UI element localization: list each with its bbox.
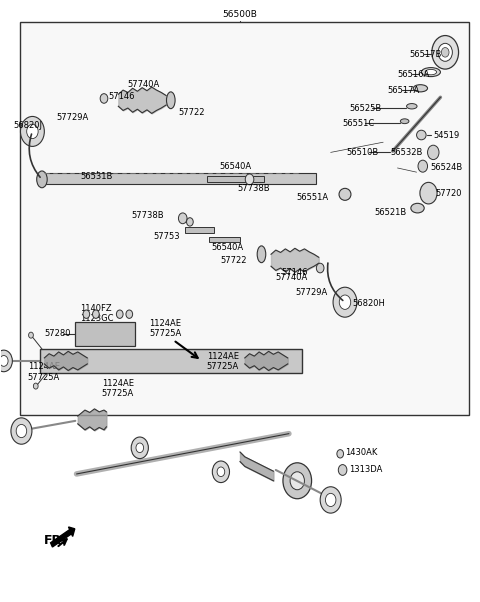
Text: 1430AK: 1430AK [345, 448, 377, 457]
Text: 57725A: 57725A [149, 329, 181, 338]
Circle shape [0, 356, 8, 366]
Text: 1124AE: 1124AE [149, 319, 181, 328]
Ellipse shape [417, 130, 426, 140]
Circle shape [337, 450, 344, 458]
Text: 56531B: 56531B [81, 172, 113, 181]
FancyArrow shape [50, 527, 75, 547]
Circle shape [420, 182, 437, 204]
Circle shape [290, 472, 304, 490]
Text: 1123GC: 1123GC [80, 314, 114, 323]
Circle shape [442, 48, 449, 57]
Circle shape [179, 213, 187, 224]
Circle shape [34, 383, 38, 389]
Text: FR.: FR. [44, 534, 68, 547]
Circle shape [27, 124, 38, 138]
Text: 57729A: 57729A [56, 113, 88, 122]
Text: 57725A: 57725A [102, 389, 134, 398]
Circle shape [432, 36, 458, 69]
Text: 57722: 57722 [178, 108, 204, 117]
Text: 57725A: 57725A [206, 362, 239, 371]
Circle shape [126, 310, 132, 318]
Circle shape [283, 463, 312, 498]
Circle shape [11, 418, 32, 444]
Circle shape [131, 437, 148, 459]
Text: 56820J: 56820J [13, 121, 42, 130]
Text: 56524B: 56524B [430, 164, 462, 172]
Circle shape [100, 94, 108, 104]
Circle shape [418, 160, 428, 172]
Text: 57740A: 57740A [128, 79, 160, 88]
Ellipse shape [400, 119, 409, 123]
Bar [39, 349, 302, 373]
Text: 1124AE: 1124AE [102, 379, 133, 388]
Text: 56525B: 56525B [350, 104, 382, 113]
Text: 57146: 57146 [109, 92, 135, 101]
Text: 57280: 57280 [44, 329, 71, 338]
Ellipse shape [167, 92, 175, 108]
Text: 57722: 57722 [221, 256, 247, 265]
Text: 56540A: 56540A [219, 163, 252, 172]
Text: 1124AE: 1124AE [28, 362, 60, 371]
Circle shape [0, 350, 12, 371]
Circle shape [212, 461, 229, 483]
Text: 56820H: 56820H [352, 300, 385, 308]
Text: 56551A: 56551A [296, 193, 328, 202]
Circle shape [316, 263, 324, 273]
Text: 56517B: 56517B [409, 49, 442, 58]
Text: 57729A: 57729A [295, 288, 327, 297]
Ellipse shape [421, 67, 441, 76]
Text: 56516A: 56516A [397, 70, 430, 79]
Ellipse shape [339, 188, 351, 200]
Circle shape [320, 487, 341, 513]
Text: 56540A: 56540A [211, 243, 243, 252]
Text: 57738B: 57738B [238, 184, 270, 193]
Circle shape [217, 467, 225, 477]
Circle shape [338, 465, 347, 476]
Text: 1313DA: 1313DA [349, 465, 382, 474]
Circle shape [136, 443, 144, 453]
Text: 56521B: 56521B [375, 208, 407, 217]
Bar [185, 227, 214, 233]
Circle shape [428, 145, 439, 160]
Text: 57725A: 57725A [28, 373, 60, 382]
Circle shape [187, 218, 193, 226]
Circle shape [116, 310, 123, 318]
Text: 54519: 54519 [433, 131, 459, 140]
Text: 56517A: 56517A [387, 85, 419, 95]
Text: 57720: 57720 [436, 188, 462, 197]
Text: 57738B: 57738B [131, 211, 164, 220]
Text: 56510B: 56510B [347, 148, 379, 157]
Text: 56551C: 56551C [343, 119, 375, 128]
Bar [39, 173, 316, 184]
Text: 1124AE: 1124AE [206, 352, 239, 361]
Text: 56532B: 56532B [390, 148, 422, 157]
Ellipse shape [407, 104, 417, 109]
Bar [21, 22, 469, 415]
Circle shape [339, 295, 351, 309]
Text: 1140FZ: 1140FZ [80, 304, 112, 313]
Ellipse shape [257, 246, 266, 262]
Bar [206, 176, 264, 182]
Bar [209, 237, 240, 242]
Circle shape [29, 332, 34, 338]
Text: 56500B: 56500B [223, 10, 257, 19]
Circle shape [83, 310, 90, 318]
Circle shape [245, 174, 254, 185]
Circle shape [438, 43, 452, 61]
Ellipse shape [425, 69, 437, 75]
Polygon shape [75, 322, 135, 346]
Ellipse shape [413, 85, 428, 92]
Ellipse shape [411, 203, 424, 213]
Circle shape [325, 494, 336, 506]
Circle shape [21, 116, 44, 146]
Text: 57753: 57753 [154, 232, 180, 241]
Circle shape [333, 287, 357, 317]
Circle shape [16, 424, 27, 438]
Text: 57740A: 57740A [276, 273, 308, 282]
Text: 57146: 57146 [281, 268, 308, 277]
Ellipse shape [36, 171, 47, 188]
Circle shape [93, 310, 99, 318]
